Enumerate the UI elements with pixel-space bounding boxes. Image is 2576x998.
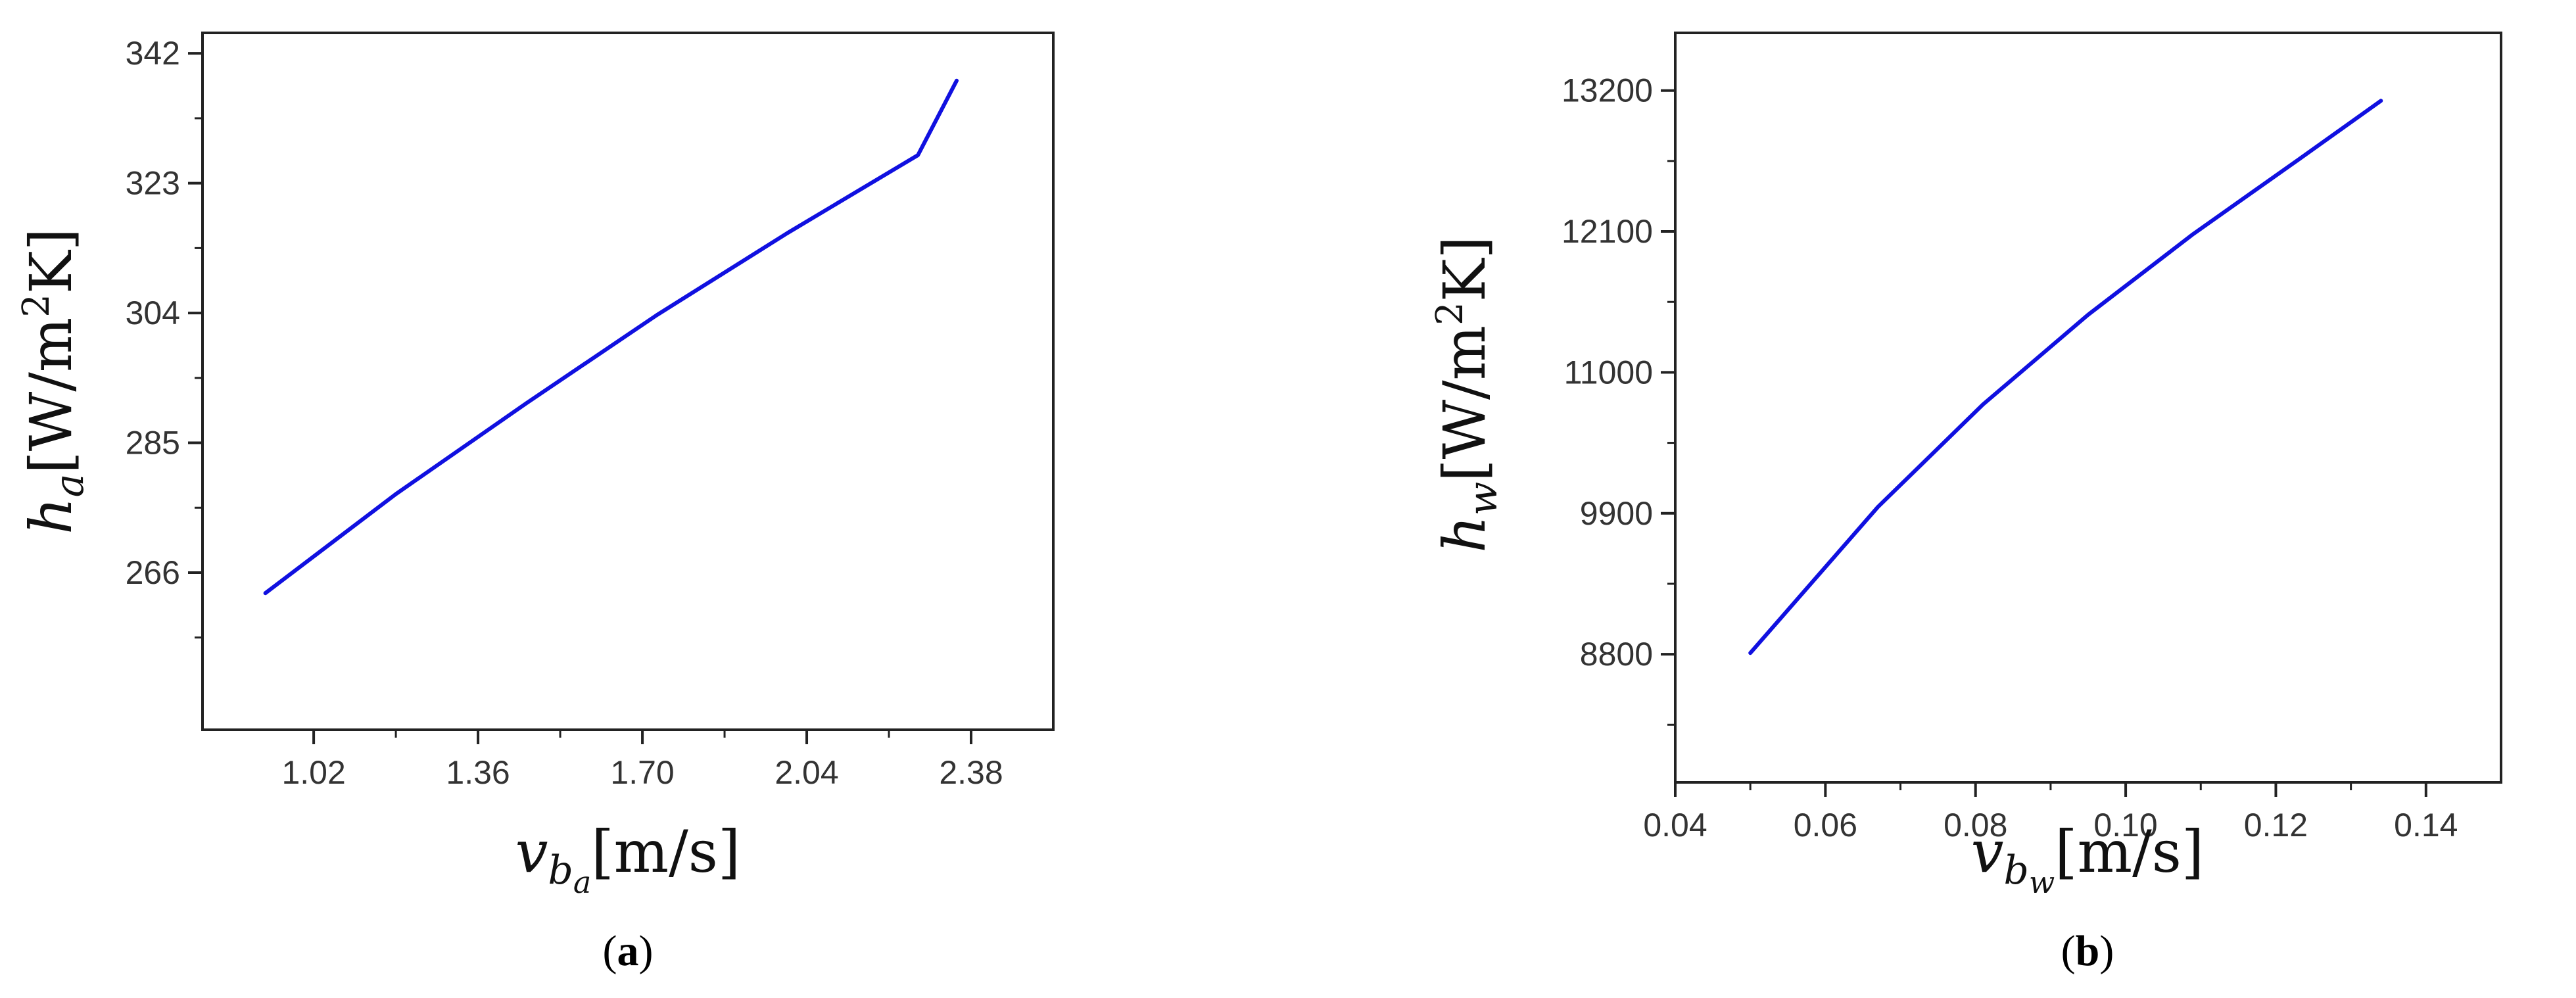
panel-a-x-sub: b xyxy=(548,847,573,893)
panel-a-x-tick-label: 1.70 xyxy=(610,754,674,791)
panel-b-y-axis-title: hw[W/m2K] xyxy=(1429,236,1506,553)
panel-a-y-unit-end: K] xyxy=(17,228,85,294)
panel-a-y-axis-title: ha[W/m2K] xyxy=(15,228,93,535)
panel-b-label-close: ) xyxy=(2099,927,2114,975)
panel-a-label-close: ) xyxy=(639,927,654,975)
panel-b-x-tick-label: 0.08 xyxy=(1944,807,2007,844)
panel-b-label: (b) xyxy=(2061,927,2114,975)
panel-a-x-tick-label: 2.38 xyxy=(939,754,1003,791)
panel-b-y-tick-label: 11000 xyxy=(1564,354,1653,391)
panel-b-y-exp: 2 xyxy=(1429,302,1471,325)
panel-b-x-var: v xyxy=(1971,818,2004,886)
panel-b-x-sub: b xyxy=(2004,847,2029,893)
panel-a-y-tick-label: 342 xyxy=(126,35,180,72)
panel-a-ticks: 1.02 1.36 1.70 2.04 2.38 266 285 304 323 342 xyxy=(126,35,1003,791)
panel-a-y-sub: a xyxy=(47,474,93,498)
panel-b-y-unit-end: K] xyxy=(1431,236,1498,302)
panel-b-plot-area xyxy=(1748,99,2383,655)
panel-b-y-sub: w xyxy=(1460,482,1506,515)
panel-a-label: (a) xyxy=(603,927,654,975)
panel-a-y-tick-label: 304 xyxy=(126,295,180,331)
panel-a-x-axis-title: vba[m/s] xyxy=(515,818,741,900)
panel-a-y-exp: 2 xyxy=(15,294,58,318)
panel-a-x-unit: [m/s] xyxy=(591,818,740,886)
panel-b-x-unit: [m/s] xyxy=(2055,818,2204,886)
panel-a-plot-frame xyxy=(201,32,1055,731)
panel-a-x-tick-label: 1.02 xyxy=(281,754,345,791)
panel-b-y-tick-label: 9900 xyxy=(1580,495,1653,532)
panel-a-series-line xyxy=(263,78,959,596)
panel-a-y-tick-label: 285 xyxy=(126,425,180,462)
panel-a-x-tick-label: 2.04 xyxy=(775,754,838,791)
panel-b-x-subsub: w xyxy=(2029,865,2055,900)
panel-a-label-open: ( xyxy=(603,927,617,975)
panel-a-x-tick-label: 1.36 xyxy=(446,754,510,791)
panel-b-label-letter: b xyxy=(2076,927,2100,975)
panel-b-y-tick-label: 12100 xyxy=(1562,213,1653,250)
panel-b-y-tick-label: 8800 xyxy=(1580,636,1653,673)
panel-a-x-var: v xyxy=(515,818,548,886)
panel-b-x-tick-label: 0.06 xyxy=(1794,807,1857,844)
panel-b-x-tick-label: 0.04 xyxy=(1643,807,1707,844)
panel-b-label-open: ( xyxy=(2061,927,2076,975)
panel-a-y-unit: [W/m xyxy=(17,318,85,474)
panel-a-label-letter: a xyxy=(617,927,639,975)
panel-a-y-tick-label: 266 xyxy=(126,554,180,591)
panel-b-x-tick-label: 0.10 xyxy=(2093,807,2157,844)
panel-b-x-tick-label: 0.12 xyxy=(2244,807,2308,844)
panel-b-x-tick-label: 0.14 xyxy=(2394,807,2458,844)
panel-a-y-tick-label: 323 xyxy=(126,165,180,202)
panel-b-y-unit: [W/m xyxy=(1431,325,1498,482)
panel-b-series-line xyxy=(1748,99,2383,655)
panel-b-y-tick-label: 13200 xyxy=(1562,72,1653,109)
panel-a-y-var: h xyxy=(17,497,85,535)
chart-panel-b: 0.04 0.06 0.08 0.10 0.12 0.14 8800 9900 11000 121… xyxy=(1429,32,2502,975)
panel-a-x-subsub: a xyxy=(573,865,591,900)
panel-b-plot-frame xyxy=(1674,32,2502,784)
panel-a-plot-area xyxy=(263,78,959,596)
panel-b-ticks: 0.04 0.06 0.08 0.10 0.12 0.14 8800 9900 11000 121… xyxy=(1562,72,2458,844)
panel-b-y-var: h xyxy=(1431,515,1498,553)
panel-b-x-axis-title: vbw[m/s] xyxy=(1971,818,2204,900)
